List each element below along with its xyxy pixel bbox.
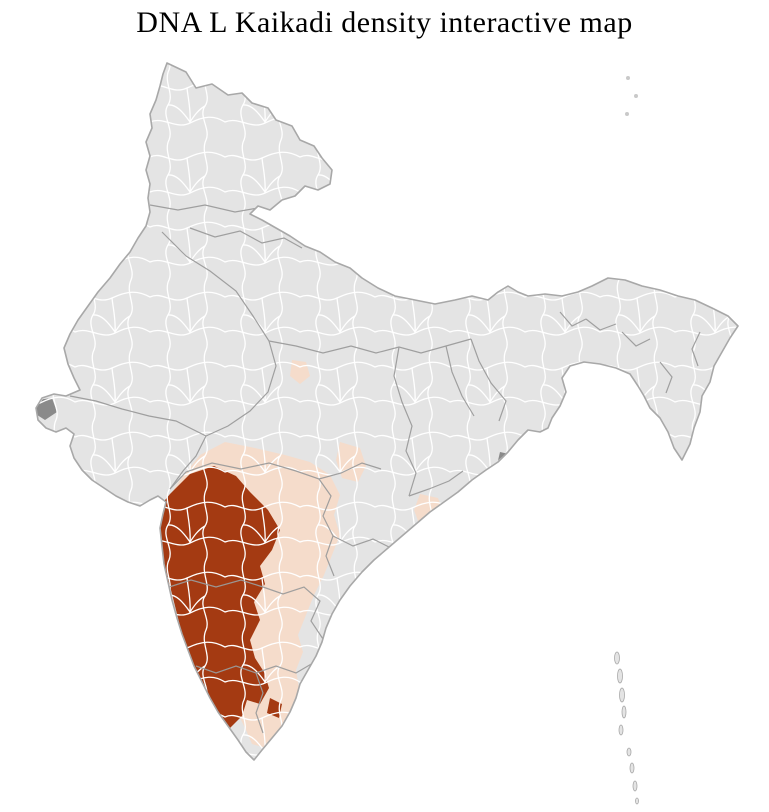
- small-island-specks: [625, 76, 638, 116]
- state-boundaries: [69, 204, 701, 734]
- district-boundaries: [36, 63, 738, 760]
- page-title: DNA L Kaikadi density interactive map: [136, 6, 633, 39]
- andaman-nicobar-islands[interactable]: [614, 651, 639, 805]
